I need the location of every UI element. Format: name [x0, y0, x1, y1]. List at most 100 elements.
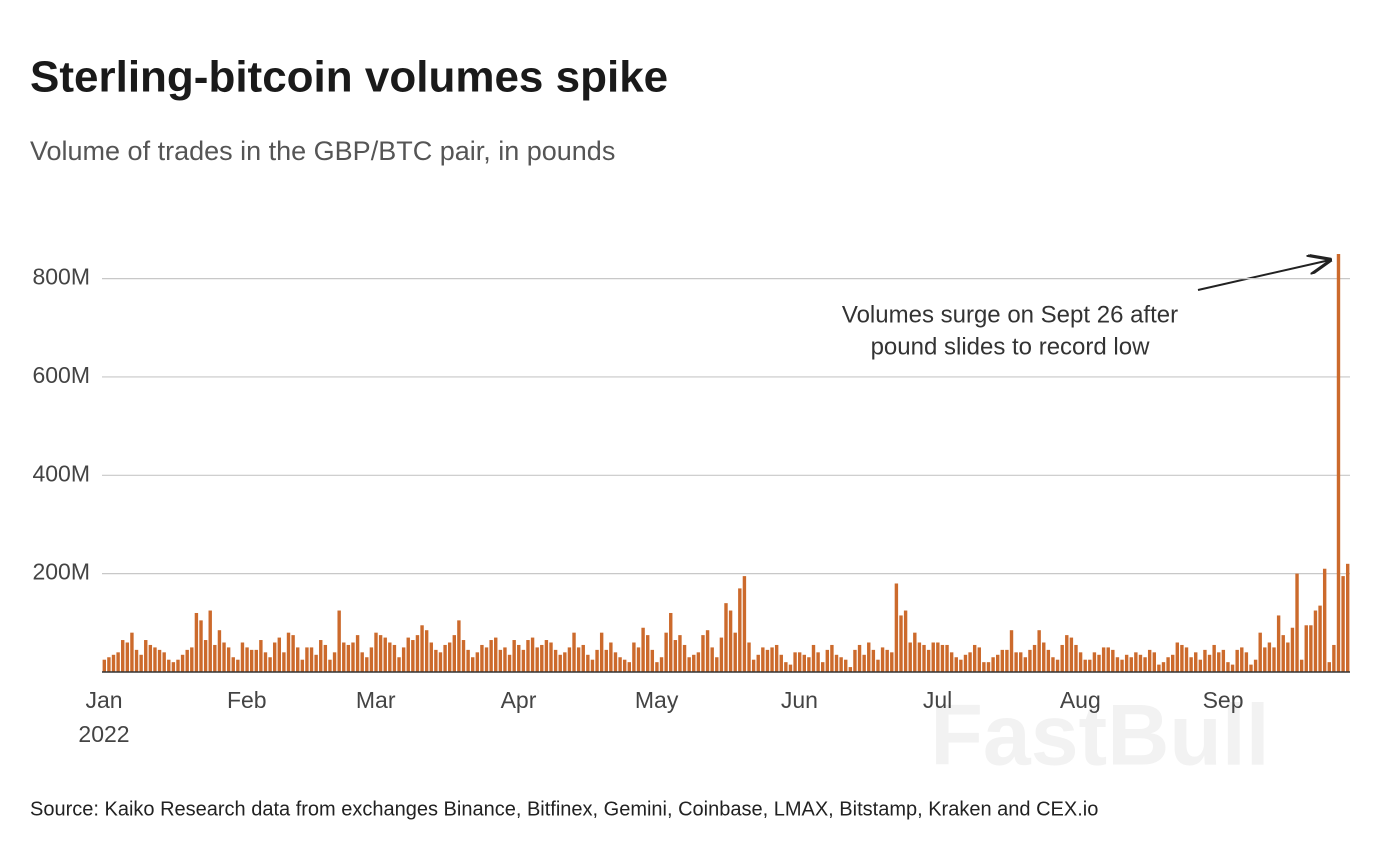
bar: [972, 644, 977, 672]
bar: [134, 649, 139, 672]
bar: [153, 647, 157, 672]
bar: [669, 612, 673, 672]
bar: [346, 644, 351, 672]
bar: [438, 652, 443, 672]
bar: [1152, 652, 1156, 672]
bar: [337, 610, 341, 672]
bar: [1332, 644, 1336, 672]
bar: [240, 642, 245, 672]
bar: [839, 657, 843, 672]
bar: [530, 637, 535, 672]
bar: [788, 664, 793, 672]
bar: [774, 644, 779, 672]
bar: [784, 662, 788, 672]
bar: [572, 632, 576, 672]
bar: [917, 642, 922, 672]
bar: [1221, 649, 1226, 672]
bar: [1074, 644, 1078, 672]
bar: [1014, 652, 1018, 672]
bar: [544, 640, 549, 672]
bar: [931, 642, 935, 672]
bar: [259, 640, 263, 672]
bar: [963, 654, 968, 672]
bar: [1184, 647, 1189, 672]
bar: [116, 652, 120, 672]
bar: [162, 652, 166, 672]
bar: [309, 647, 314, 672]
bar: [908, 642, 912, 672]
x-tick-label: May: [635, 687, 679, 713]
bar: [922, 644, 926, 672]
bar: [489, 640, 493, 672]
bar: [521, 649, 526, 672]
bar: [1189, 657, 1193, 672]
bar: [1253, 659, 1258, 672]
bar: [1046, 649, 1051, 672]
bar: [954, 657, 958, 672]
x-tick-label: Jan: [85, 687, 122, 713]
bar: [996, 654, 1000, 672]
bar: [807, 657, 811, 672]
bar: [1180, 644, 1184, 672]
bar: [378, 635, 383, 672]
bar: [1345, 563, 1350, 672]
bar: [1019, 652, 1023, 672]
bar: [682, 644, 687, 672]
bar: [139, 654, 143, 672]
bar: [1263, 647, 1267, 672]
bar: [282, 652, 286, 672]
bar: [880, 647, 885, 672]
bar: [646, 635, 650, 672]
y-tick-label: 200M: [32, 559, 90, 585]
bar: [1322, 568, 1327, 672]
bar: [461, 640, 466, 672]
x-tick-label: Sep: [1203, 687, 1244, 713]
bar: [1097, 654, 1101, 672]
bar: [1120, 659, 1124, 672]
bar: [1060, 644, 1064, 672]
bar: [650, 649, 655, 672]
bar: [535, 647, 539, 672]
bar: [1078, 652, 1083, 672]
bar: [876, 659, 880, 672]
bar: [148, 644, 153, 672]
bar: [848, 667, 853, 672]
bar: [751, 659, 756, 672]
bar: [1042, 642, 1046, 672]
bar: [913, 632, 917, 672]
bar: [867, 642, 871, 672]
bar: [595, 649, 599, 672]
bar: [286, 632, 291, 672]
bar: [1290, 627, 1295, 672]
bar: [102, 659, 107, 672]
bar: [613, 652, 618, 672]
bar: [1134, 652, 1138, 672]
bar: [272, 642, 277, 672]
bar: [144, 640, 148, 672]
bar: [1023, 657, 1028, 672]
bar: [673, 640, 678, 672]
bar: [701, 635, 705, 672]
bar: [226, 647, 231, 672]
bar: [968, 652, 972, 672]
bar: [1336, 254, 1341, 672]
x-tick-label: Jun: [781, 687, 818, 713]
x-tick-label: Apr: [501, 687, 537, 713]
bar: [484, 647, 489, 672]
bar: [636, 647, 641, 672]
x-tick-label: Mar: [356, 687, 396, 713]
bar: [434, 649, 438, 672]
bar: [305, 647, 309, 672]
bar: [821, 662, 825, 672]
chart-title: Sterling-bitcoin volumes spike: [30, 53, 668, 102]
bar: [1203, 649, 1207, 672]
bar: [724, 603, 728, 672]
bar: [1281, 635, 1285, 672]
bar: [167, 659, 171, 672]
x-tick-label: Feb: [227, 687, 267, 713]
bar: [424, 630, 429, 672]
bar: [1051, 657, 1055, 672]
bar: [632, 642, 636, 672]
bar: [1318, 605, 1322, 672]
bar: [742, 576, 747, 672]
